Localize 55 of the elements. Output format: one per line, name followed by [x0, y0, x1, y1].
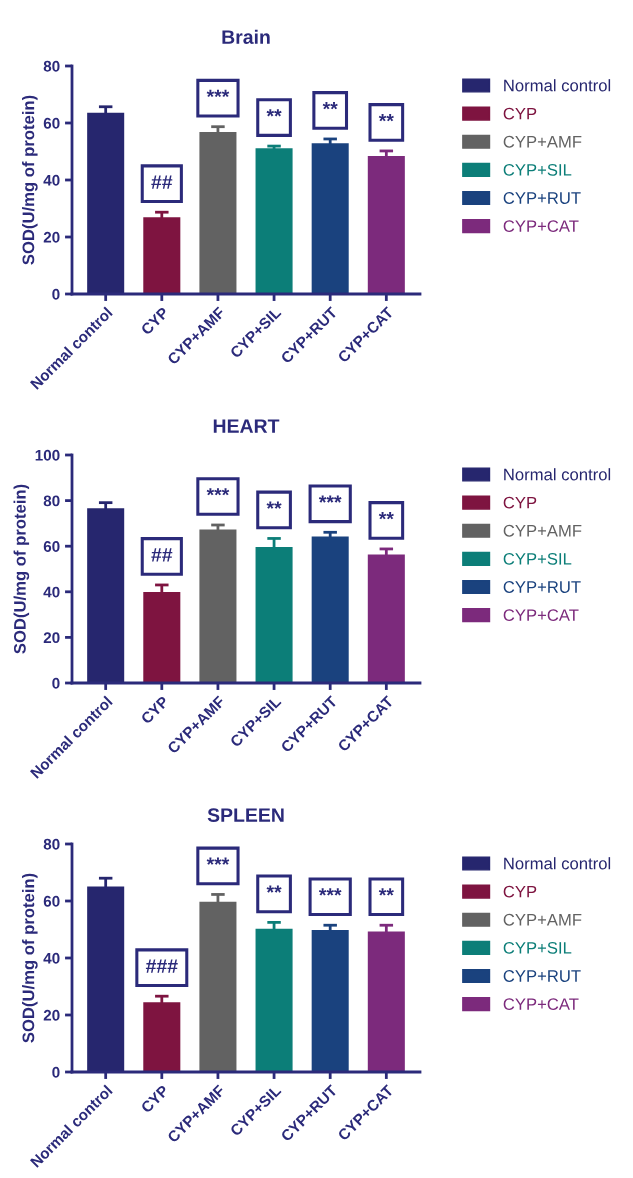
category-label: Normal control: [504, 79, 611, 92]
chart-title: HEART: [213, 419, 280, 433]
annotation: ##: [151, 548, 173, 562]
annotation: ***: [206, 857, 230, 865]
annotation: ***: [206, 89, 230, 98]
y-tick-label: 20: [43, 1009, 60, 1021]
category-label: Normal control: [504, 468, 611, 481]
chart-title: Brain: [222, 29, 270, 44]
y-tick-label: 60: [43, 541, 60, 552]
y-tick-label: 0: [52, 1066, 60, 1078]
category-label: CYP+CAT: [503, 609, 579, 622]
y-tick-label: 0: [52, 288, 60, 300]
y-axis-title: SOD(U/mg of protein): [22, 95, 38, 265]
annotation: ###: [145, 959, 178, 973]
annotation: **: [378, 888, 394, 896]
category-label: CYP: [503, 107, 537, 120]
annotation: **: [266, 109, 282, 117]
y-tick-label: 40: [43, 952, 60, 964]
annotation: **: [378, 512, 394, 520]
y-tick-label: 20: [43, 632, 60, 644]
chart-title: SPLEEN: [207, 808, 284, 822]
category-label: CYP: [503, 885, 537, 898]
annotation: ***: [318, 888, 342, 896]
category-label: CYP+RUT: [503, 192, 581, 204]
y-tick-label: 20: [43, 231, 60, 243]
category-label: CYP+SIL: [503, 941, 572, 954]
annotation: ***: [206, 488, 230, 496]
y-tick-label: 80: [43, 60, 60, 72]
y-tick-label: 60: [43, 117, 60, 129]
annotation: **: [322, 102, 338, 110]
category-label: CYP+RUT: [503, 970, 581, 982]
annotation: ***: [318, 495, 342, 503]
annotation: **: [266, 885, 282, 893]
annotation: **: [378, 114, 394, 122]
category-label: CYP+AMF: [503, 913, 582, 926]
y-tick-label: 80: [43, 838, 60, 850]
category-label: CYP+SIL: [503, 163, 572, 176]
category-label: CYP+AMF: [503, 524, 582, 537]
y-tick-label: 100: [35, 449, 60, 461]
category-label: CYP+AMF: [503, 135, 582, 148]
y-tick-label: 60: [43, 895, 60, 907]
y-tick-label: 80: [43, 495, 60, 507]
annotation: **: [266, 501, 282, 509]
annotation: ##: [151, 175, 173, 189]
y-axis-title: SOD(U/mg of protein): [13, 484, 30, 654]
y-axis-title: SOD(U/mg of protein): [22, 873, 38, 1043]
category-label: CYP+CAT: [503, 220, 579, 233]
y-tick-label: 0: [52, 677, 60, 689]
y-tick-label: 40: [43, 174, 60, 186]
category-label: CYP+CAT: [503, 998, 579, 1011]
y-tick-label: 40: [43, 586, 60, 598]
category-label: Normal control: [504, 857, 611, 870]
category-label: CYP+RUT: [503, 581, 581, 593]
category-label: CYP+SIL: [503, 552, 572, 565]
category-label: CYP: [503, 496, 537, 509]
